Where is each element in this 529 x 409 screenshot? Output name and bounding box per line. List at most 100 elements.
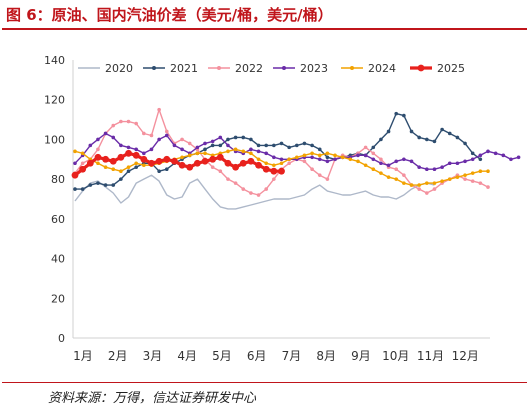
data-point-2021 [294,143,299,148]
data-point-2021 [386,129,391,134]
data-point-2024 [310,151,314,156]
y-tick-label: 60 [51,213,65,226]
data-point-2023 [425,167,429,172]
data-point-2023 [394,159,399,164]
data-point-2022 [256,193,261,197]
data-point-2024 [256,157,261,162]
data-point-2022 [463,177,467,181]
data-point-2022 [241,187,246,191]
data-point-2021 [88,183,93,187]
data-point-2025 [132,151,140,159]
x-tick-label: 4月 [177,349,197,363]
data-point-2023 [463,159,467,164]
data-point-2024 [348,157,353,162]
data-point-2024 [363,163,368,168]
x-tick-label: 11月 [417,349,444,363]
data-point-2023 [210,139,215,144]
data-point-2021 [432,139,437,144]
source-note: 资料来源：万得，信达证券研发中心 [48,391,257,406]
data-point-2023 [486,149,490,154]
data-point-2024 [241,149,246,154]
y-tick-label: 100 [44,133,65,146]
data-point-2024 [394,177,399,181]
data-point-2025 [79,165,87,173]
data-point-2023 [73,161,77,166]
data-point-2023 [402,157,406,162]
data-point-2023 [371,157,376,162]
data-point-2021 [447,131,452,136]
data-point-2024 [379,171,383,175]
data-point-2023 [447,161,452,166]
data-point-2025 [109,157,117,165]
data-point-2023 [333,157,337,162]
data-point-2022 [111,123,116,128]
data-point-2021 [119,177,123,181]
data-point-2025 [163,155,171,163]
data-point-2024 [279,161,284,166]
data-point-2023 [203,141,207,146]
data-point-2021 [302,141,307,146]
data-point-2024 [187,153,192,158]
data-point-2023 [126,145,131,150]
data-point-2024 [317,153,322,158]
data-point-2023 [379,161,383,166]
data-point-2022 [310,167,314,172]
y-tick-label: 120 [44,94,65,107]
data-point-2023 [264,151,269,156]
data-point-2025 [102,155,109,163]
data-point-2023 [149,147,154,152]
data-point-2025 [148,159,155,167]
data-point-2023 [363,153,368,158]
data-point-2025 [270,167,278,175]
data-point-2022 [134,121,138,126]
data-point-2022 [363,145,368,150]
series-line-2020 [74,174,435,210]
data-point-2022 [218,169,223,173]
data-point-2021 [73,187,77,191]
data-point-2022 [470,179,475,183]
data-point-2021 [111,183,116,187]
data-point-2024 [486,169,490,173]
data-point-2024 [440,179,444,183]
x-tick-label: 10月 [382,349,409,363]
data-point-2021 [409,129,414,134]
data-point-2022 [164,129,169,134]
data-point-2024 [272,163,276,168]
data-point-2024 [195,151,200,156]
data-point-2024 [264,161,269,166]
data-point-2021 [394,111,399,116]
data-point-2023 [470,157,475,162]
data-point-2022 [417,187,421,191]
data-point-2022 [302,159,307,164]
data-point-2024 [80,151,85,156]
data-point-2022 [180,137,184,142]
data-point-2021 [440,127,444,132]
data-point-2021 [256,143,261,148]
data-point-2024 [425,181,429,185]
series-line-2025 [74,151,282,177]
legend-label-2021: 2021 [170,62,198,75]
data-point-2025 [94,153,102,161]
data-point-2023 [501,153,506,158]
data-point-2024 [302,153,307,158]
data-point-2021 [272,143,276,148]
data-point-2021 [317,147,322,152]
data-point-2023 [409,159,414,164]
data-point-2024 [455,175,460,179]
data-point-2021 [203,147,207,152]
data-point-2023 [172,143,177,148]
data-point-2022 [478,181,483,185]
data-point-2022 [157,107,161,112]
data-point-2022 [80,161,85,166]
data-point-2021 [241,135,246,140]
data-point-2021 [134,165,138,170]
data-point-2024 [402,181,406,185]
data-point-2024 [96,161,100,166]
data-point-2022 [264,187,269,191]
data-point-2024 [386,175,391,179]
chart-title: 图 6：原油、国内汽油价差（美元/桶，美元/桶） [6,6,333,24]
legend-label-2025: 2025 [437,62,465,75]
data-point-2023 [317,157,322,162]
data-point-2025 [224,159,232,167]
data-point-2024 [356,159,360,164]
